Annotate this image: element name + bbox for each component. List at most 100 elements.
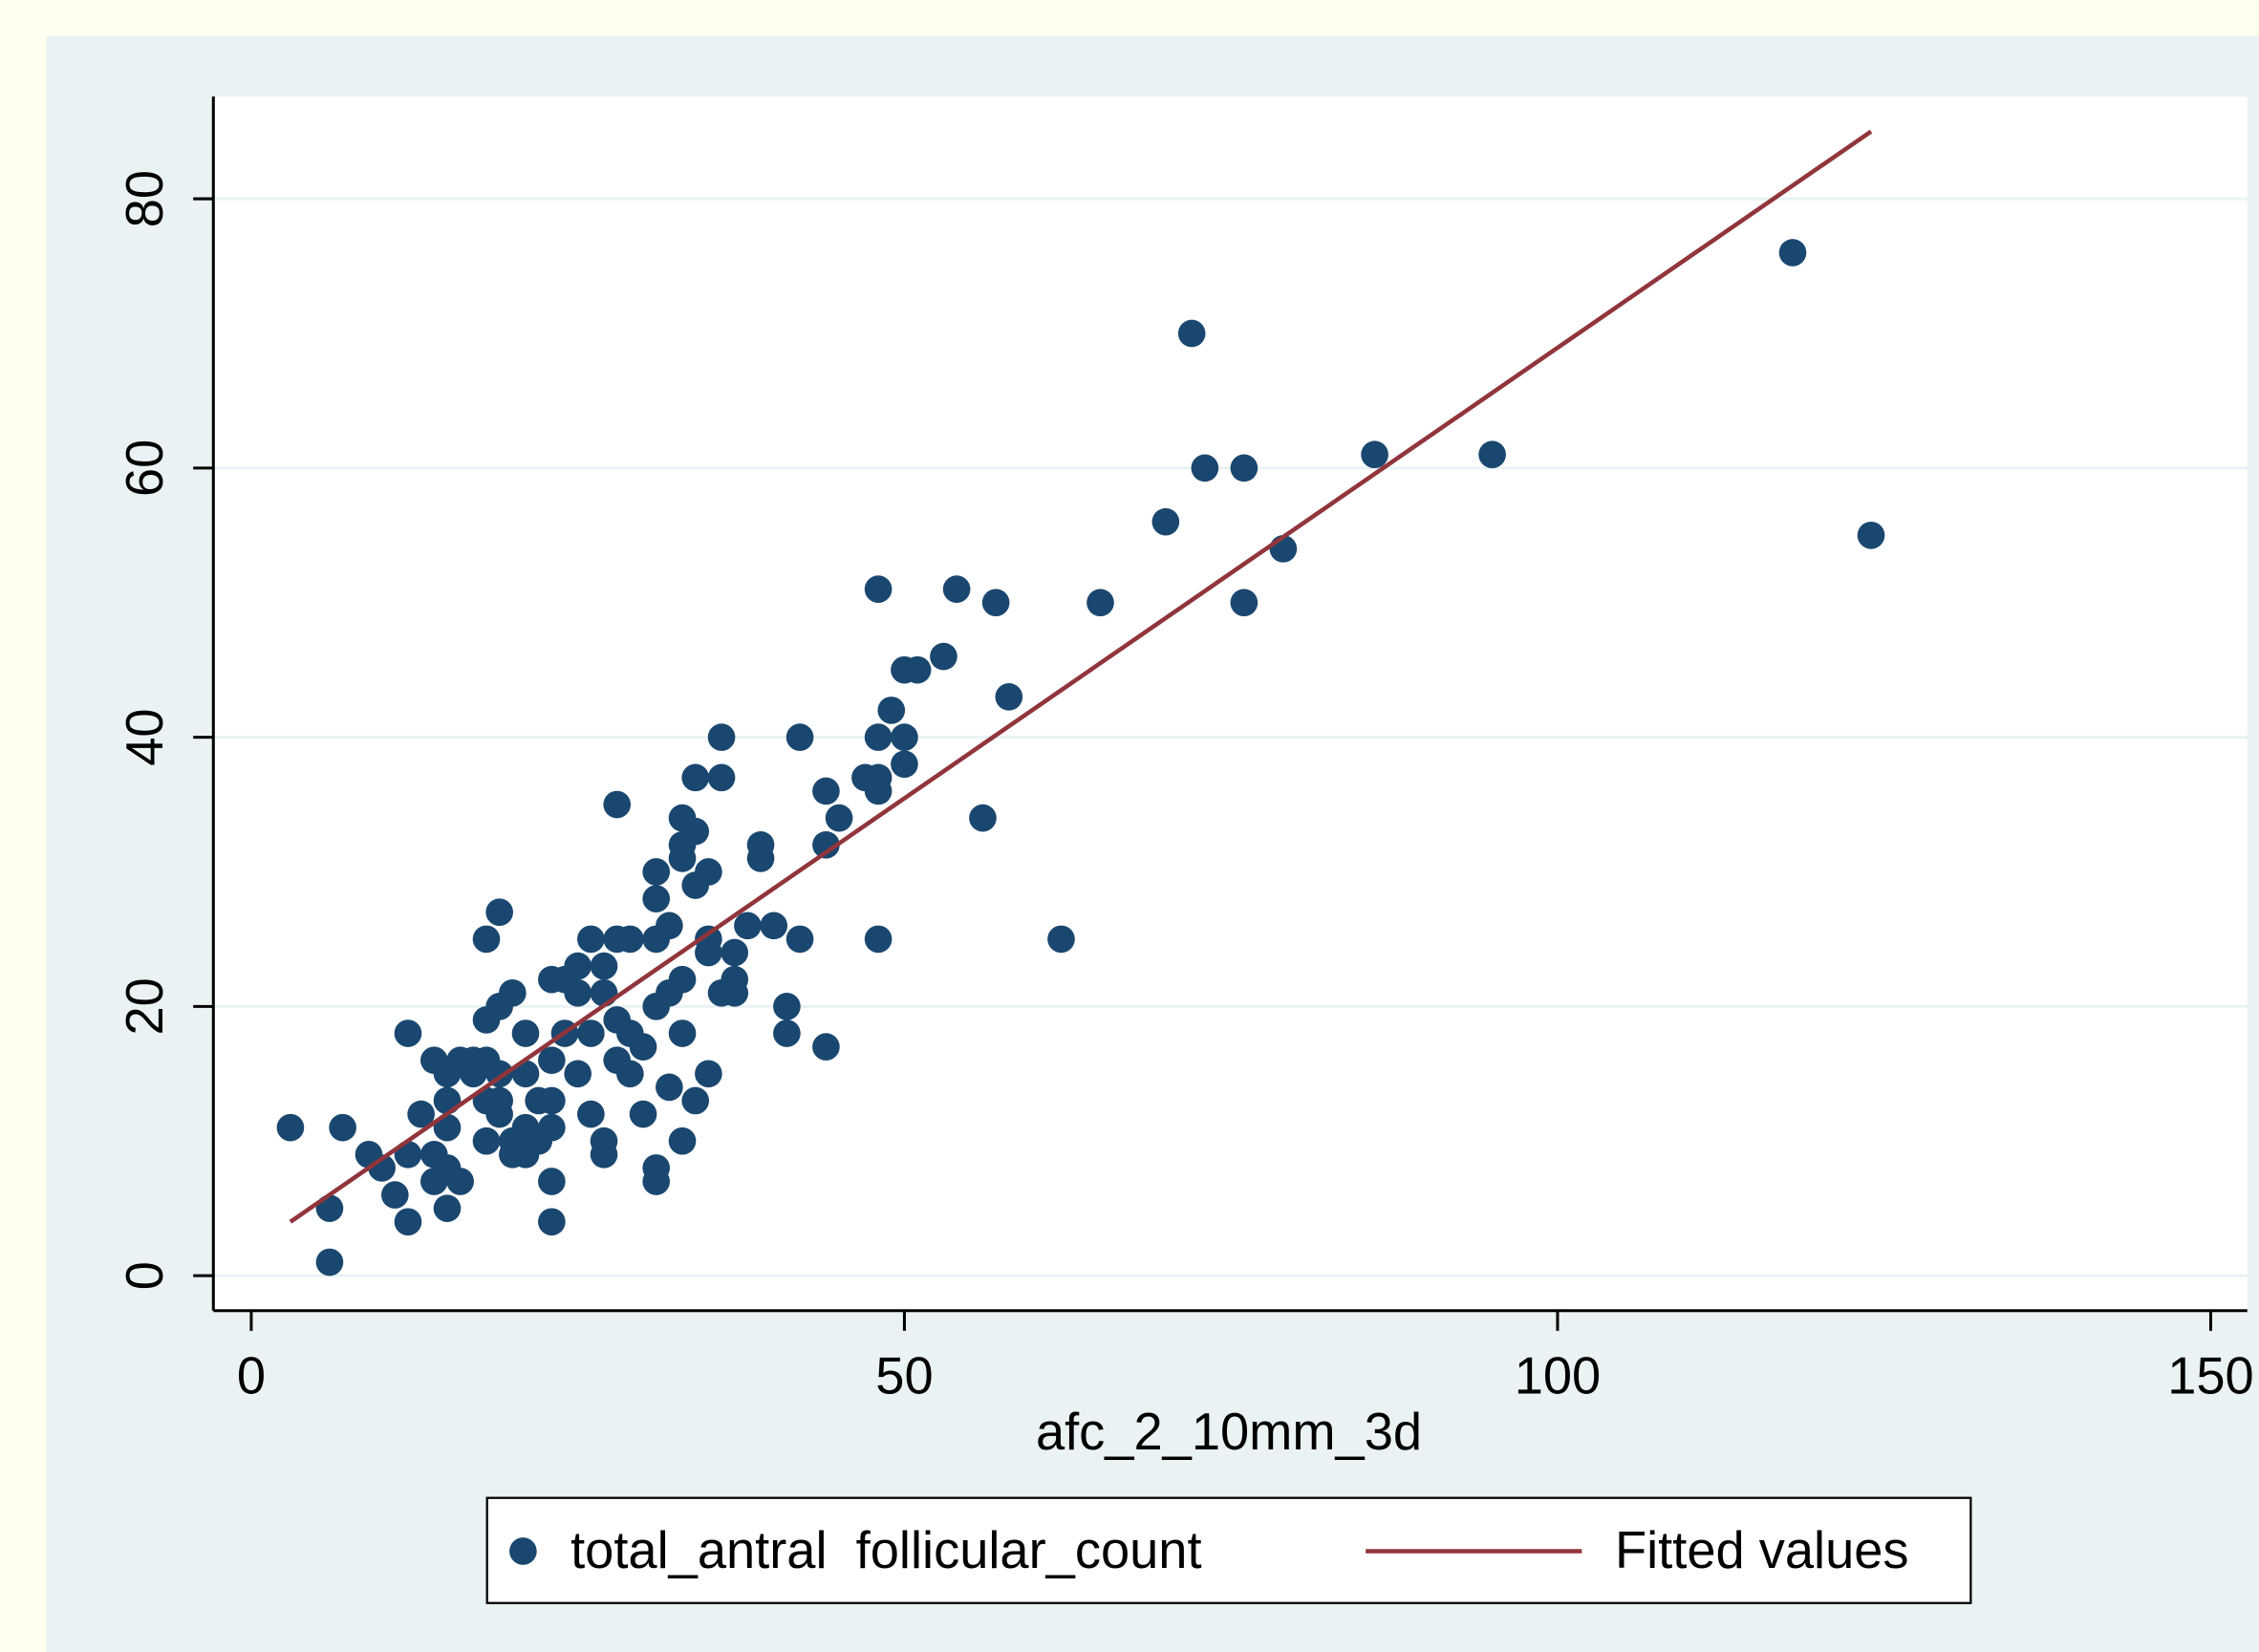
y-tick-label: 0 — [117, 1261, 174, 1290]
point — [864, 723, 893, 751]
x-tick-label: 50 — [875, 1347, 933, 1405]
point — [446, 1168, 474, 1195]
point — [930, 642, 957, 671]
point — [329, 1113, 356, 1142]
point — [538, 1046, 566, 1075]
point — [394, 1208, 422, 1236]
point — [577, 925, 605, 954]
point — [864, 777, 893, 805]
marks — [276, 129, 1885, 1277]
point — [642, 858, 671, 886]
grid — [213, 197, 2248, 1277]
point — [499, 978, 527, 1007]
axes: 0 20 40 60 80 0 50 100 150 — [117, 170, 2254, 1405]
point — [681, 1086, 710, 1115]
point — [668, 965, 697, 994]
x-tick-label: 0 — [237, 1347, 266, 1405]
point — [1478, 440, 1506, 469]
point — [969, 804, 997, 832]
point — [812, 830, 840, 859]
point — [695, 1060, 722, 1088]
point — [1086, 589, 1114, 617]
y-tick-label: 60 — [117, 440, 174, 497]
point — [773, 993, 801, 1020]
point — [656, 912, 683, 940]
point — [721, 938, 749, 967]
legend-label: total_antral follicular_count — [570, 1522, 1201, 1579]
point — [472, 1126, 501, 1155]
point — [695, 938, 722, 967]
point — [785, 925, 814, 954]
x-tick-label: 100 — [1515, 1347, 1602, 1405]
point — [1191, 454, 1219, 483]
point — [577, 1100, 605, 1128]
point — [981, 589, 1010, 617]
point — [656, 1073, 683, 1102]
point — [825, 804, 853, 832]
point — [695, 858, 722, 886]
legend-swatch — [509, 1537, 537, 1565]
point — [681, 763, 710, 792]
y-tick-label: 80 — [117, 170, 174, 227]
point — [538, 1113, 566, 1142]
point — [734, 912, 762, 940]
point — [603, 790, 632, 819]
point — [1778, 239, 1807, 267]
point — [629, 1100, 657, 1128]
point — [629, 1033, 657, 1061]
point — [590, 952, 618, 980]
legend: total_antral follicular_count Fitted valu… — [509, 1522, 1909, 1579]
point — [1151, 507, 1180, 536]
point — [590, 978, 618, 1007]
point — [538, 1208, 566, 1236]
point — [485, 1086, 513, 1115]
point — [668, 845, 697, 872]
point — [668, 1019, 697, 1047]
point — [380, 1181, 409, 1209]
point — [485, 898, 513, 927]
point — [785, 723, 814, 751]
point — [1177, 319, 1206, 348]
point — [707, 763, 736, 792]
point — [707, 723, 736, 751]
point — [1230, 454, 1259, 483]
point — [942, 575, 971, 603]
point — [903, 655, 932, 684]
point — [1047, 925, 1075, 954]
point — [1230, 589, 1259, 617]
point — [642, 885, 671, 912]
point — [864, 925, 893, 954]
point — [642, 1168, 671, 1195]
y-tick-label: 20 — [117, 977, 174, 1035]
point — [407, 1100, 435, 1128]
x-tick-label: 150 — [2167, 1347, 2254, 1405]
fit-line — [289, 129, 1873, 1224]
point — [564, 952, 592, 980]
legend-box — [485, 1496, 1972, 1604]
point — [616, 1060, 644, 1088]
point — [564, 1060, 592, 1088]
point — [590, 1141, 618, 1169]
point — [995, 683, 1023, 711]
point — [315, 1248, 344, 1277]
point — [276, 1113, 305, 1142]
point — [394, 1019, 422, 1047]
point — [564, 978, 592, 1007]
point — [433, 1194, 462, 1222]
point — [812, 777, 840, 805]
point — [864, 575, 893, 603]
point — [616, 925, 644, 954]
x-axis-label: afc_2_10mm_3d — [1036, 1404, 1422, 1461]
point — [760, 912, 788, 940]
point — [891, 723, 918, 751]
point — [773, 1019, 801, 1047]
point — [472, 925, 501, 954]
point — [1857, 521, 1885, 549]
point — [721, 978, 749, 1007]
point — [538, 1168, 566, 1195]
point — [877, 697, 906, 724]
point — [1361, 440, 1388, 469]
y-tick-label: 40 — [117, 708, 174, 765]
point — [668, 1126, 697, 1155]
